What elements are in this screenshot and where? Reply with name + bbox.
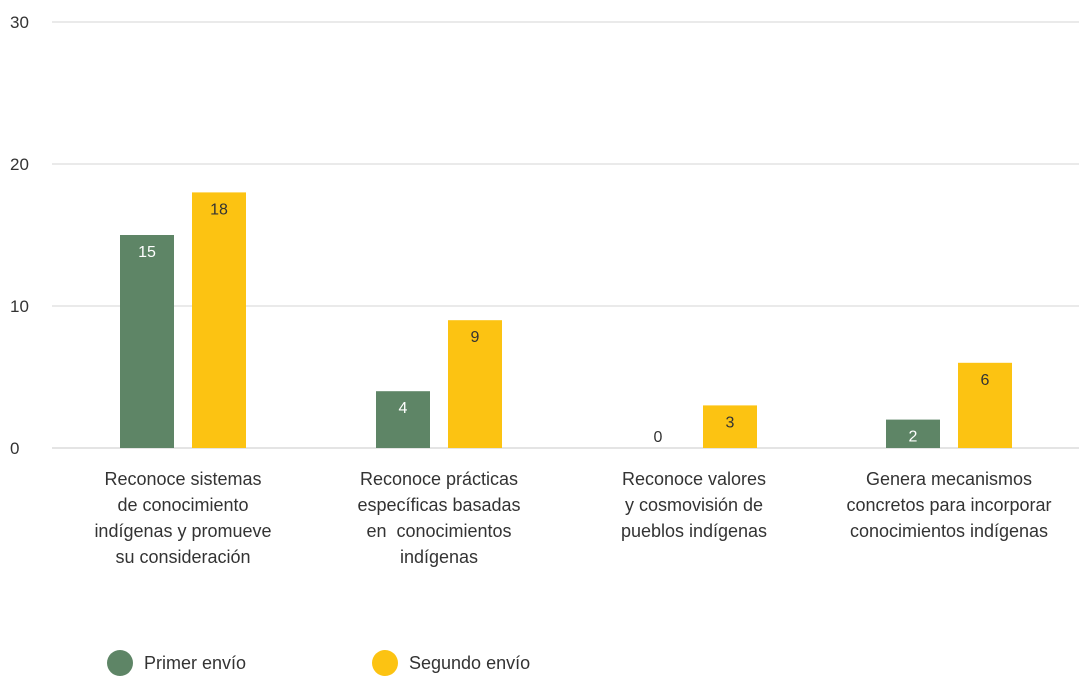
legend-item-primer-envio: Primer envío (107, 650, 247, 676)
bars (120, 192, 1012, 448)
x-axis-categories: Reconoce sistemas de conocimiento indígena… (94, 469, 1051, 567)
data-label: 15 (138, 244, 156, 261)
x-category-label: Reconoce prácticas específicas basadas en … (357, 469, 520, 567)
bar-primer-1 (120, 235, 174, 448)
data-label: 2 (909, 429, 918, 446)
legend-item-segundo-envio: Segundo envío (372, 650, 531, 676)
x-category-label: Reconoce valores y cosmovisión de pueblos … (621, 469, 767, 541)
bar-segundo-3 (703, 405, 757, 448)
data-label: 18 (210, 201, 228, 218)
y-tick-label: 30 (10, 13, 29, 32)
legend-swatch-segundo-envio (372, 650, 398, 676)
data-label: 6 (981, 372, 990, 389)
y-tick-label: 0 (10, 439, 19, 458)
bar-segundo-4 (958, 362, 1012, 448)
y-axis-ticks: 0 10 20 30 (10, 13, 29, 458)
data-label: 9 (471, 329, 480, 346)
data-label: 3 (726, 414, 735, 431)
x-category-label: Reconoce sistemas de conocimiento indígena… (94, 469, 271, 567)
legend-label-primer-envio: Primer envío (144, 652, 247, 673)
data-label: 4 (399, 400, 408, 417)
data-label: 0 (654, 429, 663, 446)
y-tick-label: 20 (10, 155, 29, 174)
data-labels: 15 4 0 2 18 9 3 6 (138, 201, 989, 446)
legend-label-segundo-envio: Segundo envío (409, 652, 531, 673)
x-category-label: Genera mecanismos concretos para incorpor… (846, 469, 1051, 541)
y-tick-label: 10 (10, 297, 29, 316)
bar-segundo-1 (192, 192, 246, 448)
bar-primer-4 (886, 419, 940, 448)
legend-swatch-primer-envio (107, 650, 133, 676)
bar-primer-2 (376, 391, 430, 448)
bar-segundo-2 (448, 320, 502, 448)
